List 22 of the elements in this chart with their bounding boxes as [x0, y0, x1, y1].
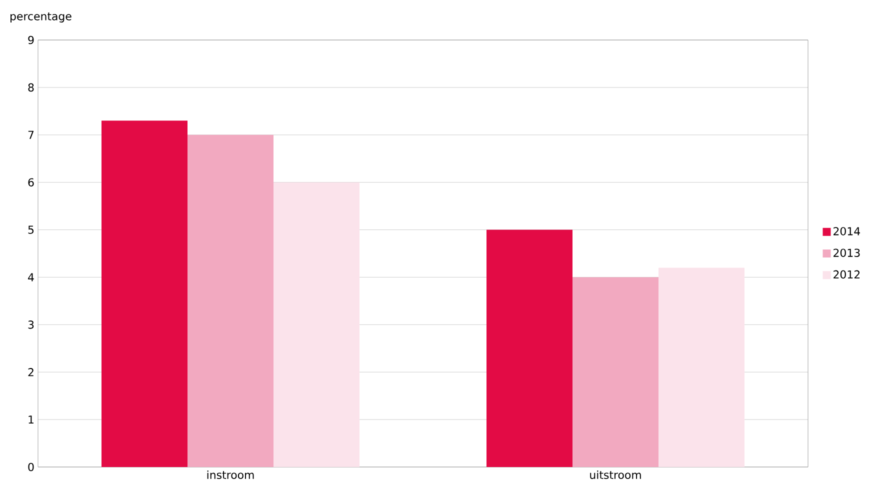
y-tick-label: 5: [28, 226, 34, 234]
legend-label: 2013: [834, 248, 860, 257]
y-tick-label: 3: [28, 320, 34, 329]
legend-label: 2012: [834, 270, 860, 279]
x-tick-label: uitstroom: [590, 470, 641, 479]
y-tick-label: 2: [28, 368, 34, 376]
legend-label: 2014: [834, 227, 860, 236]
bar: [658, 268, 745, 467]
bar: [102, 120, 188, 467]
y-tick-label: 1: [28, 416, 34, 424]
y-tick-label: 0: [28, 462, 34, 472]
y-tick-label: 9: [28, 36, 34, 44]
bar: [486, 230, 573, 467]
bar: [274, 182, 360, 467]
y-tick-label: 6: [28, 178, 34, 186]
x-tick-label: instroom: [207, 470, 254, 479]
bar: [572, 277, 659, 467]
y-tick-label: 7: [28, 130, 34, 139]
y-axis-title: percentage: [10, 12, 72, 22]
bar: [188, 134, 274, 467]
y-tick-label: 4: [28, 273, 34, 282]
y-tick-label: 8: [28, 83, 34, 92]
